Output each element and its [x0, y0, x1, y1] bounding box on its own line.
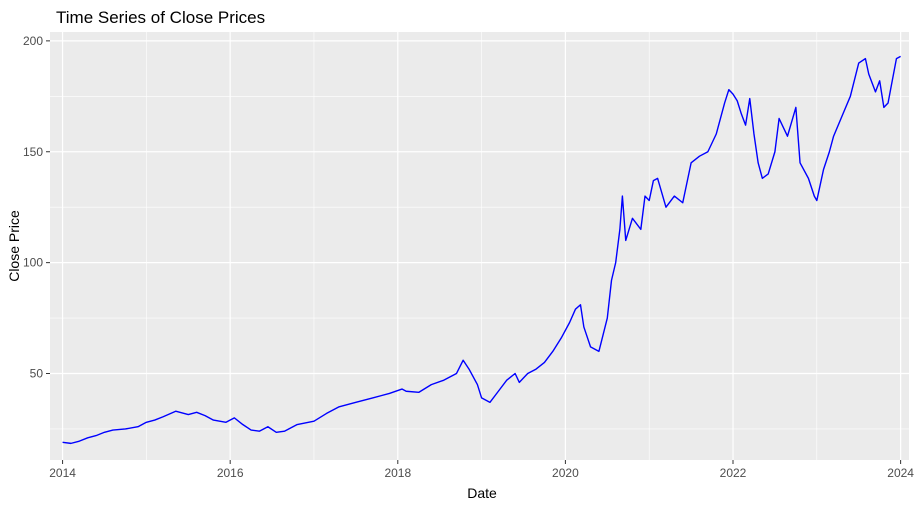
x-tick-label: 2020 [552, 466, 579, 480]
y-axis-title: Close Price [6, 210, 22, 282]
y-tick-label: 100 [23, 256, 43, 270]
x-tick-label: 2022 [720, 466, 747, 480]
plot-panel [50, 32, 909, 460]
x-tick-label: 2018 [384, 466, 411, 480]
chart-title: Time Series of Close Prices [56, 8, 265, 27]
tick-labels: 2014 2016 2018 2020 2022 2024 50 100 150 200 [23, 34, 914, 480]
x-tick-label: 2014 [49, 466, 76, 480]
y-tick-label: 150 [23, 145, 43, 159]
minor-gridlines [50, 32, 909, 460]
x-axis-title: Date [467, 485, 497, 501]
major-gridlines [50, 32, 909, 460]
series-layer [62, 55, 901, 445]
series-line-close [62, 55, 901, 445]
x-tick-label: 2016 [217, 466, 244, 480]
x-tick-label: 2024 [887, 466, 914, 480]
y-tick-label: 50 [30, 367, 44, 381]
y-tick-label: 200 [23, 34, 43, 48]
axis-ticks [46, 40, 902, 464]
